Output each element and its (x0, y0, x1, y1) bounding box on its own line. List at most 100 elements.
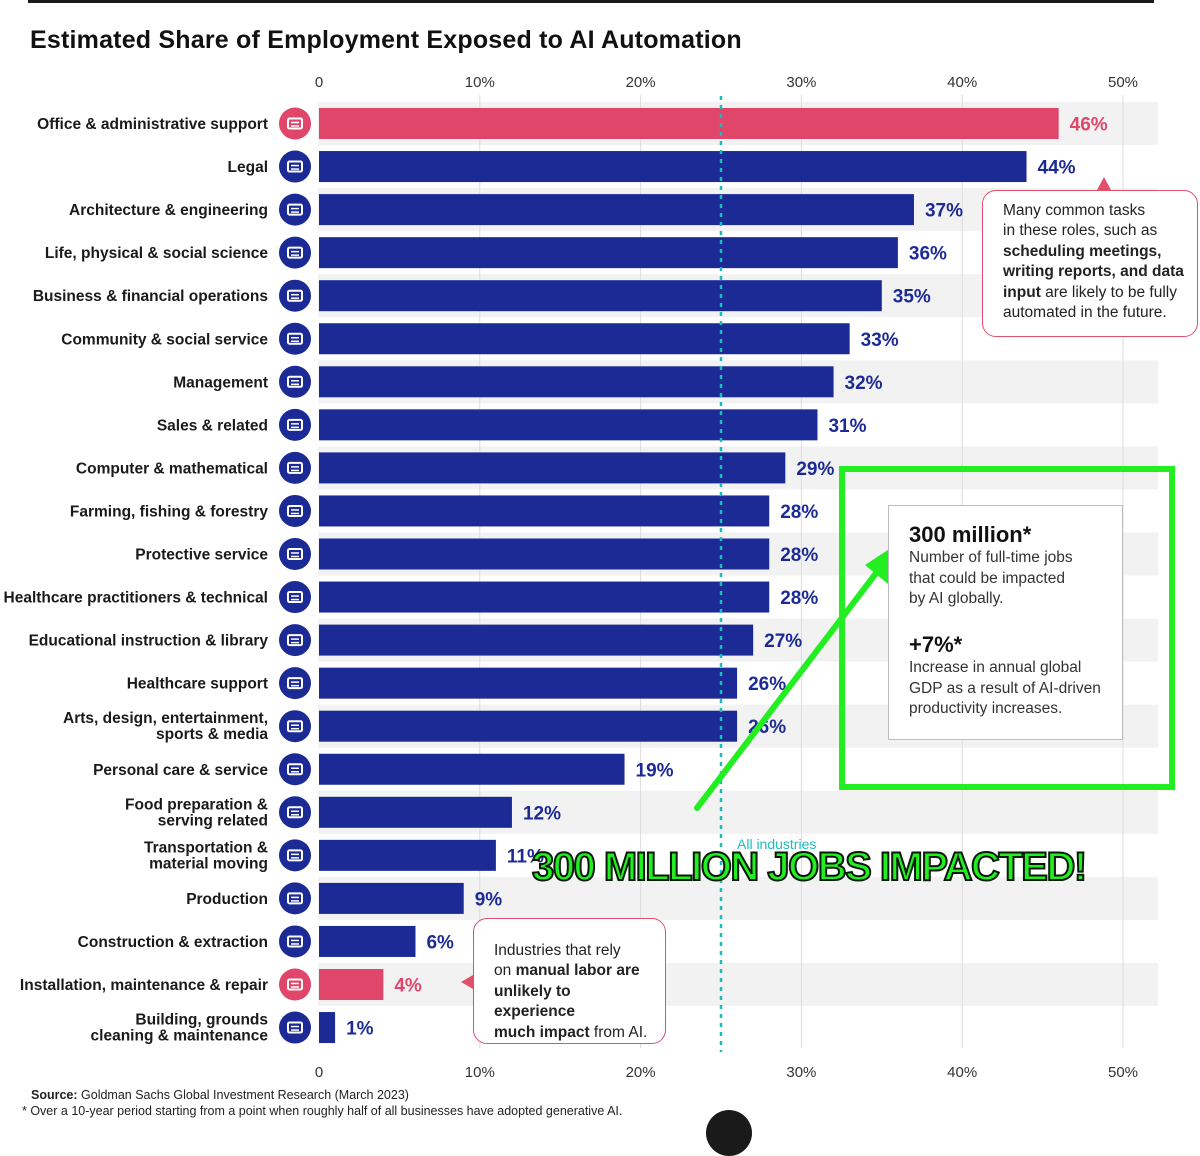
gamepad-icon (279, 710, 311, 743)
heartbeat-icon (279, 667, 311, 700)
tree-icon (279, 494, 311, 527)
value-label: 11% (507, 846, 544, 867)
bar (319, 624, 754, 656)
x-tick-label: 50% (1108, 74, 1138, 91)
chart-title: Estimated Share of Employment Exposed to… (30, 26, 742, 54)
building-icon (279, 193, 311, 226)
value-label: 28% (780, 502, 818, 523)
bar (319, 581, 770, 613)
callout-top-line: automated in the future. (1003, 304, 1167, 322)
bar (319, 194, 914, 226)
lock-icon (279, 538, 311, 570)
value-label: 26% (748, 674, 786, 695)
headline-overlay: 300 MILLION JOBS IMPACTED! (531, 844, 1088, 890)
robot-arm-icon (279, 968, 311, 1001)
footnote: * Over a 10-year period starting from a … (22, 1104, 623, 1118)
value-label: 29% (796, 459, 834, 480)
jobs-stat-desc: that could be impacted (909, 569, 1065, 587)
bar (319, 237, 898, 269)
category-label: Farming, fishing & forestry (70, 503, 268, 520)
x-tick-label: 0 (315, 74, 323, 91)
callout-top-line: Many common tasks (1003, 202, 1146, 219)
jobs-stat-value: 300 million* (909, 522, 1032, 547)
handshake-icon (279, 279, 311, 312)
value-label: 19% (636, 760, 674, 781)
value-label: 9% (475, 889, 503, 910)
city-icon (279, 1011, 311, 1044)
car-icon (279, 839, 311, 872)
x-tick-label: 20% (626, 74, 656, 91)
highlight-frame (839, 466, 1175, 790)
stethoscope-icon (279, 581, 311, 614)
callout-bottom-line: from AI. (589, 1023, 648, 1041)
person-icon (279, 322, 311, 355)
category-label: Sales & related (157, 417, 268, 434)
category-label: Protective service (135, 547, 268, 564)
category-label: Business & financial operations (33, 288, 268, 305)
x-tick-label: 20% (626, 1064, 656, 1081)
reference-line-label: All industries (737, 836, 817, 852)
value-label: 28% (780, 545, 818, 566)
value-label: 33% (861, 330, 899, 351)
bar (319, 839, 496, 871)
graduation-cap-icon (279, 624, 311, 657)
bar (319, 538, 770, 570)
callout-pointer (461, 975, 473, 989)
gdp-stat-desc: GDP as a result of AI-driven (909, 679, 1101, 697)
value-label: 37% (925, 201, 963, 222)
bar (319, 667, 738, 699)
cart-icon (279, 753, 311, 786)
x-tick-label: 50% (1108, 1064, 1138, 1081)
factory-icon (279, 882, 311, 915)
bar-chart-icon (279, 408, 311, 441)
category-label: Transportation & (144, 839, 268, 856)
oil-pump-icon (279, 925, 311, 958)
jobs-stat-desc: by AI globally. (909, 590, 1004, 608)
category-label: material moving (149, 855, 268, 872)
callout-automation-tasks: Many common tasks in these roles, such a… (982, 190, 1198, 337)
source-text: Goldman Sachs Global Investment Research… (77, 1088, 409, 1102)
x-tick-label: 0 (315, 1064, 323, 1081)
category-label: Arts, design, entertainment, (63, 710, 268, 727)
bar (319, 925, 416, 957)
value-label: 6% (426, 932, 454, 953)
folder-icon (279, 365, 311, 398)
bar (319, 108, 1059, 139)
category-label: Educational instruction & library (29, 633, 269, 650)
value-label: 1% (346, 1019, 374, 1040)
value-label: 27% (764, 631, 802, 652)
category-label: Production (186, 891, 268, 908)
value-label: 36% (909, 244, 947, 265)
gear-icon (279, 451, 311, 484)
gdp-stat-desc: Increase in annual global (909, 659, 1082, 677)
callout-bottom-line: on (494, 962, 516, 980)
category-label: Healthcare practitioners & technical (4, 590, 268, 607)
callout-bottom-line: Industries that rely (494, 942, 621, 959)
x-tick-label: 10% (465, 1064, 495, 1081)
value-label: 44% (1038, 158, 1076, 179)
green-arrow (694, 565, 883, 811)
value-label: 32% (845, 373, 883, 394)
bar (319, 710, 738, 742)
x-tick-label: 40% (947, 1064, 977, 1081)
callout-top-bold: writing reports, and data (1003, 263, 1184, 281)
callout-top-bold: scheduling meetings, (1003, 242, 1162, 260)
callout-top-line: in these roles, such as (1003, 222, 1158, 240)
x-tick-label: 40% (947, 74, 977, 91)
category-label: serving related (158, 812, 268, 829)
bar (319, 796, 512, 828)
corner-badge (706, 1110, 752, 1156)
category-label: Building, grounds (135, 1012, 268, 1029)
category-label: Legal (228, 159, 268, 176)
gavel-icon (279, 150, 311, 183)
bar (319, 969, 384, 1000)
category-label: Community & social service (61, 331, 268, 348)
jobs-stat-desc: Number of full-time jobs (909, 549, 1073, 567)
category-label: Installation, maintenance & repair (20, 977, 268, 994)
callout-bottom-bold: much impact (494, 1023, 590, 1041)
top-rule (28, 0, 1154, 3)
printer-icon (279, 107, 311, 140)
category-label: Personal care & service (93, 762, 268, 779)
value-label: 35% (893, 287, 931, 308)
cup-icon (279, 796, 311, 829)
